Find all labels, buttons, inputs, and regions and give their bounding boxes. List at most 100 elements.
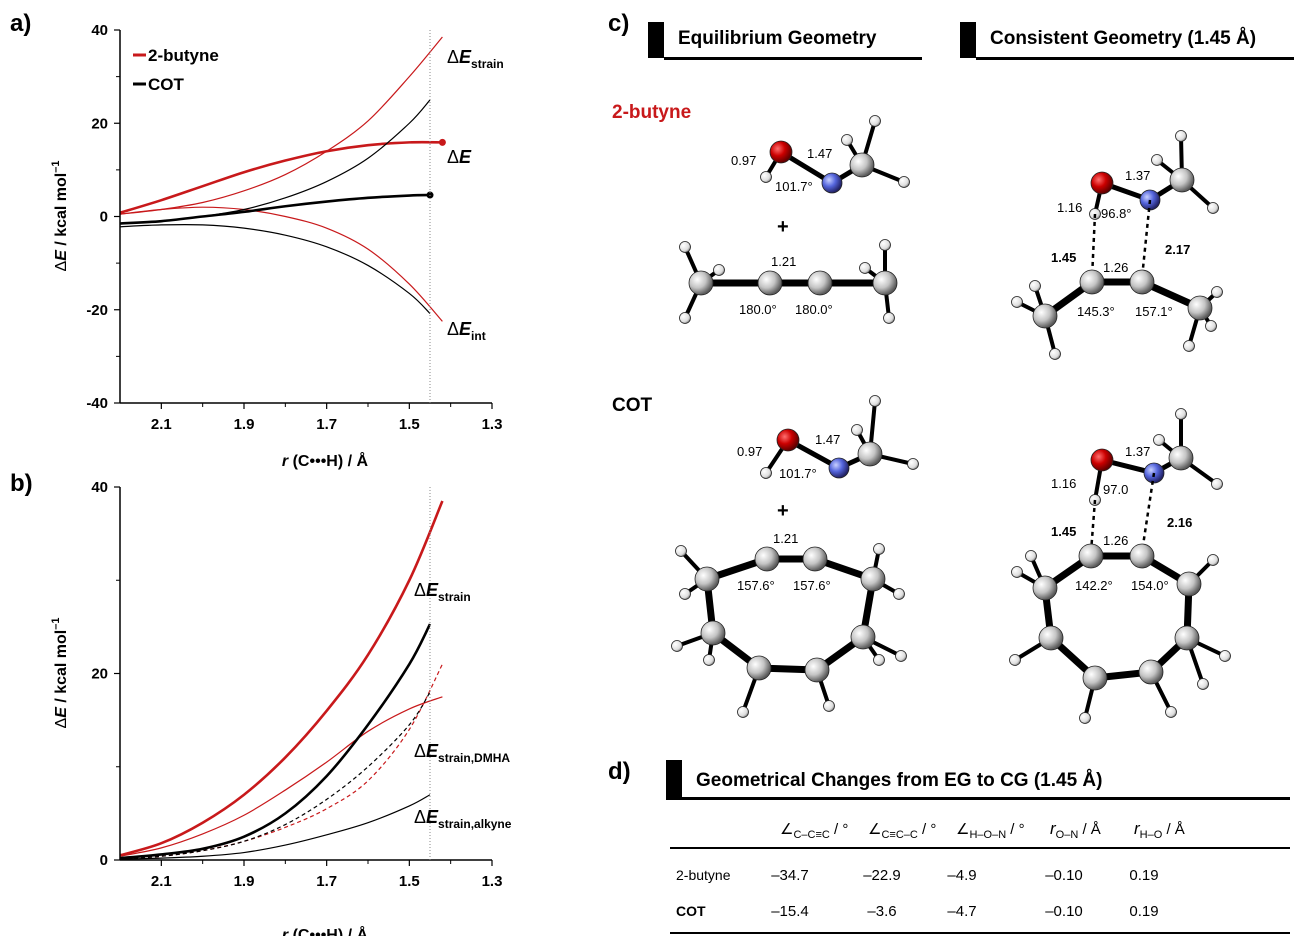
chart-b-ylabel: ΔE / kcal mol–1 bbox=[50, 618, 70, 729]
hydrogen-atom bbox=[760, 171, 772, 183]
hydrogen-atom bbox=[703, 654, 715, 666]
table-cell: –0.10 bbox=[1045, 903, 1083, 920]
carbon-atom bbox=[757, 270, 783, 296]
hydrogen-atom bbox=[1175, 130, 1187, 142]
forming-bond bbox=[1090, 213, 1097, 279]
hydrogen-atom bbox=[873, 654, 885, 666]
carbon-atom bbox=[1129, 543, 1155, 569]
forming-bond bbox=[1140, 472, 1156, 553]
hydrogen-atom bbox=[1211, 286, 1223, 298]
hydrogen-atom bbox=[1165, 706, 1177, 718]
cg-butyne-hc: 1.45 bbox=[1051, 250, 1076, 265]
hydrogen-atom bbox=[823, 700, 835, 712]
carbon-atom bbox=[807, 270, 833, 296]
hydrogen-atom bbox=[1079, 712, 1091, 724]
series-line-2-butyne-total bbox=[119, 140, 443, 215]
eg-cot-on: 1.47 bbox=[815, 432, 840, 447]
carbon-atom bbox=[1168, 445, 1194, 471]
hydrogen-atom bbox=[737, 706, 749, 718]
hydrogen-atom bbox=[1211, 478, 1223, 490]
series-line-cot-int bbox=[119, 223, 431, 314]
table-cell: –0.10 bbox=[1045, 867, 1083, 884]
x-tick-label: 1.9 bbox=[234, 873, 255, 890]
cg-cot-on: 1.37 bbox=[1125, 444, 1150, 459]
series-line-2-butyne-strain bbox=[119, 36, 443, 215]
carbon-atom bbox=[694, 566, 720, 592]
x-tick-label: 1.3 bbox=[482, 416, 503, 433]
hydrogen-atom bbox=[1207, 554, 1219, 566]
carbon-atom bbox=[1138, 659, 1164, 685]
x-tick-label: 1.5 bbox=[399, 416, 420, 433]
series-line-cot-strain bbox=[119, 99, 431, 225]
table-cell: 0.19 bbox=[1129, 867, 1158, 884]
series-line-2-butyne-strain bbox=[119, 500, 444, 857]
hydrogen-atom bbox=[895, 650, 907, 662]
cg-butyne-on: 1.37 bbox=[1125, 168, 1150, 183]
y-tick-label: -20 bbox=[86, 302, 108, 319]
chart-b-xlabel: r (C•••H) / Å bbox=[282, 925, 369, 936]
carbon-atom bbox=[746, 655, 772, 681]
carbon-atom bbox=[1176, 571, 1202, 597]
legend-label-cot: COT bbox=[148, 75, 185, 94]
hydrogen-atom bbox=[898, 176, 910, 188]
cg-cot-oh: 1.16 bbox=[1051, 476, 1076, 491]
carbon-atom bbox=[1078, 543, 1104, 569]
hydrogen-atom bbox=[1011, 566, 1023, 578]
cg-butyne-angle-hon: 96.8° bbox=[1101, 206, 1132, 221]
table-cell: –34.7 bbox=[771, 867, 809, 884]
eg-cot-angle2: 157.6° bbox=[793, 578, 831, 593]
legend-label-butyne: 2-butyne bbox=[148, 46, 219, 65]
cg-cot-cc: 1.26 bbox=[1103, 533, 1128, 548]
annot-a-total: ΔE bbox=[447, 147, 472, 167]
eg-cot-oh: 0.97 bbox=[737, 444, 762, 459]
series-line-2-butyne-strain-dmha bbox=[119, 696, 443, 857]
y-tick-label: 40 bbox=[91, 479, 108, 496]
hydrogen-atom bbox=[1219, 650, 1231, 662]
carbon-atom bbox=[1129, 269, 1155, 295]
carbon-atom bbox=[860, 566, 886, 592]
header-equilibrium: Equilibrium Geometry bbox=[648, 22, 922, 60]
y-tick-label: 0 bbox=[100, 209, 108, 226]
forming-bond bbox=[1140, 199, 1152, 279]
hydrogen-atom bbox=[851, 424, 863, 436]
series-line-cot-strain-alkyne bbox=[119, 794, 431, 860]
carbon-atom bbox=[754, 546, 780, 572]
hydrogen-atom bbox=[859, 262, 871, 274]
hydrogen-atom bbox=[713, 264, 725, 276]
carbon-atom bbox=[1079, 269, 1105, 295]
chart-a-legend: 2-butyne COT bbox=[133, 46, 219, 94]
x-tick-label: 1.7 bbox=[316, 873, 337, 890]
cg-butyne-oh: 1.16 bbox=[1057, 200, 1082, 215]
label-2-butyne: 2-butyne bbox=[612, 102, 692, 123]
oxygen-atom bbox=[1090, 171, 1114, 195]
plus-butyne: + bbox=[777, 216, 789, 238]
header-geometrical-changes: Geometrical Changes from EG to CG (1.45 … bbox=[666, 760, 1290, 800]
eg-butyne-cc: 1.21 bbox=[771, 254, 796, 269]
table-cell: –15.4 bbox=[771, 903, 809, 920]
panel-c-label: c) bbox=[608, 10, 630, 37]
carbon-atom bbox=[688, 270, 714, 296]
nitrogen-atom bbox=[828, 457, 850, 479]
chart-a-xlabel: r (C•••H) / Å bbox=[282, 451, 369, 470]
hydrogen-atom bbox=[1207, 202, 1219, 214]
table-cell: –4.7 bbox=[947, 903, 976, 920]
plus-cot: + bbox=[777, 500, 789, 522]
table-row-label: 2-butyne bbox=[676, 867, 731, 883]
eg-cot-angle-hon: 101.7° bbox=[779, 466, 817, 481]
series-line-cot-strain bbox=[119, 623, 432, 860]
hydrogen-atom bbox=[1025, 550, 1037, 562]
x-tick-label: 2.1 bbox=[151, 416, 172, 433]
cg-cot-hc: 1.45 bbox=[1051, 524, 1076, 539]
carbon-atom bbox=[849, 152, 875, 178]
y-tick-label: -40 bbox=[86, 395, 108, 412]
hydrogen-atom bbox=[760, 467, 772, 479]
table-col-header: rH–O / Å bbox=[1134, 819, 1185, 841]
carbon-atom bbox=[850, 624, 876, 650]
carbon-atom bbox=[1174, 625, 1200, 651]
hydrogen-atom bbox=[893, 588, 905, 600]
y-tick-label: 20 bbox=[91, 115, 108, 132]
x-tick-label: 1.5 bbox=[399, 873, 420, 890]
hydrogen-atom bbox=[907, 458, 919, 470]
table-cell: 0.19 bbox=[1129, 903, 1158, 920]
